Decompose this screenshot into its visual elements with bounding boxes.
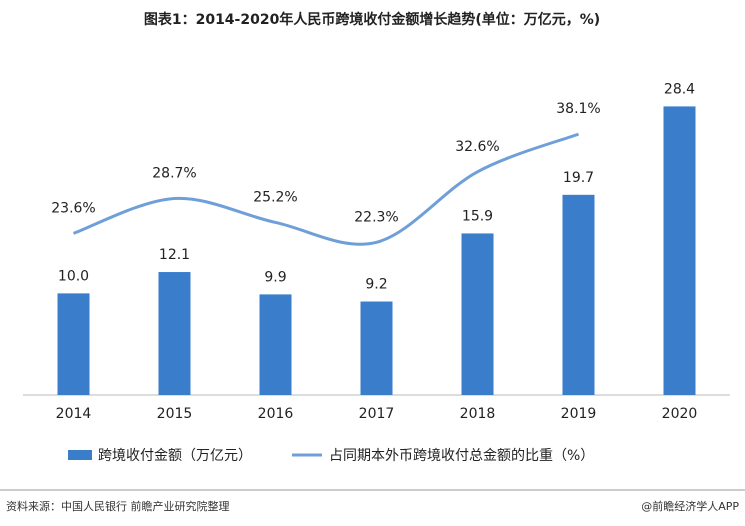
line-label: 25.2% xyxy=(253,189,297,205)
line-label: 32.6% xyxy=(455,139,499,155)
bar xyxy=(158,272,191,395)
bar xyxy=(461,233,494,395)
x-tick-label: 2018 xyxy=(460,406,496,422)
source: 资料来源：中国人民银行 前瞻产业研究院整理 xyxy=(6,499,230,513)
legend-label: 占同期本外币跨境收付总金额的比重（%） xyxy=(329,448,594,464)
bar xyxy=(360,301,393,395)
x-tick-label: 2015 xyxy=(157,406,193,422)
bar-label: 10.0 xyxy=(58,268,89,284)
x-tick-label: 2019 xyxy=(561,406,597,422)
legend-swatch xyxy=(68,450,92,460)
bar xyxy=(259,294,292,395)
line-label: 38.1% xyxy=(556,101,600,117)
bar xyxy=(663,106,696,395)
bar xyxy=(562,194,595,395)
x-tick-label: 2017 xyxy=(359,406,395,422)
line-label: 28.7% xyxy=(152,165,196,181)
bar-label: 12.1 xyxy=(159,247,190,263)
x-tick-label: 2020 xyxy=(662,406,698,422)
line-label: 22.3% xyxy=(354,209,398,225)
bar-label: 15.9 xyxy=(462,208,493,224)
chart-title: 图表1：2014-2020年人民币跨境收付金额增长趋势(单位：万亿元，%) xyxy=(144,11,600,28)
x-tick-label: 2016 xyxy=(258,406,294,422)
line-label: 23.6% xyxy=(51,200,95,216)
bar-label: 9.9 xyxy=(264,269,286,285)
bar-label: 28.4 xyxy=(664,81,695,97)
legend-label: 跨境收付金额（万亿元） xyxy=(98,448,252,464)
line xyxy=(73,132,580,246)
credit: @前瞻经济学人APP xyxy=(641,499,739,513)
bar-label: 9.2 xyxy=(365,277,387,293)
bar-label: 19.7 xyxy=(563,170,594,186)
x-tick-label: 2014 xyxy=(56,406,92,422)
bar xyxy=(57,293,90,395)
